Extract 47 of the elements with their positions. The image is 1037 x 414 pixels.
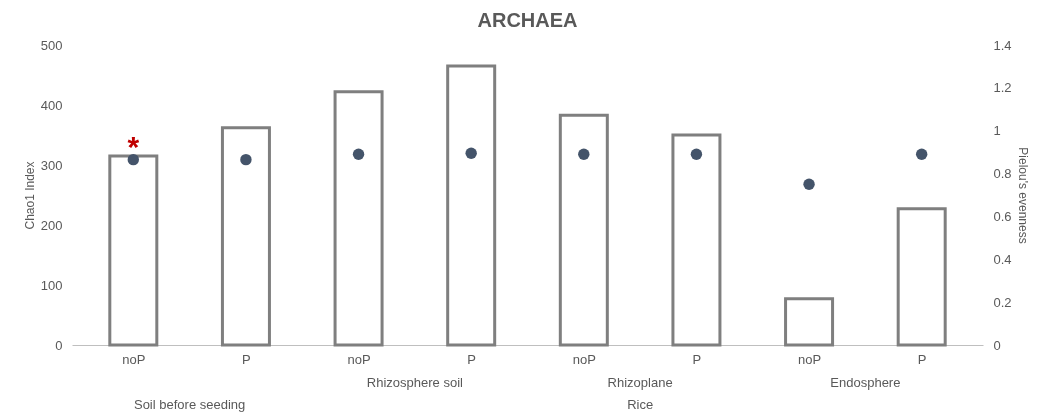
x-tick-label: P xyxy=(242,351,251,367)
text: Rhizoplane xyxy=(607,375,673,390)
bar xyxy=(558,113,609,347)
annotation: * xyxy=(127,130,140,163)
bar xyxy=(446,64,497,347)
bar xyxy=(108,154,159,347)
text: Rhizosphere soil xyxy=(366,375,464,390)
y-tick-label: 300 xyxy=(40,157,63,173)
bar xyxy=(896,207,947,347)
text: Soil before seeding xyxy=(133,397,246,412)
bar xyxy=(671,133,722,347)
bar xyxy=(333,90,384,347)
chart-title: ARCHAEA xyxy=(477,9,578,31)
y-tick-label: 0 xyxy=(55,337,63,353)
text: Endosphere xyxy=(830,375,901,390)
bar xyxy=(220,126,271,347)
x-tick-label: noP xyxy=(347,351,371,367)
y2-tick-label: 1.4 xyxy=(993,37,1012,53)
y2-tick-label: 1.2 xyxy=(993,80,1012,96)
point xyxy=(690,148,703,160)
x-tick-label: noP xyxy=(572,351,596,367)
y2-tick-label: 0.8 xyxy=(993,166,1012,182)
y2-axis-title: Pielou's evenness xyxy=(1015,147,1030,244)
point xyxy=(915,148,928,160)
x-tick-label: noP xyxy=(797,351,822,367)
x-tick-label: noP xyxy=(122,351,146,367)
y-tick-label: 200 xyxy=(40,217,63,233)
y2-tick-label: 1 xyxy=(993,123,1001,139)
y2-tick-label: 0.6 xyxy=(993,208,1012,224)
y-tick-label: 400 xyxy=(40,97,63,113)
y2-tick-label: 0 xyxy=(993,337,1001,353)
text: Rice xyxy=(627,397,654,412)
x-tick-label: P xyxy=(917,351,927,367)
point xyxy=(240,153,252,166)
x-tick-label: P xyxy=(692,351,702,367)
point xyxy=(465,147,477,159)
bar xyxy=(784,297,835,347)
y-axis-title: Chao1 Index xyxy=(22,161,37,230)
point xyxy=(127,153,140,166)
y2-tick-label: 0.2 xyxy=(993,294,1012,310)
y-tick-label: 500 xyxy=(40,37,63,53)
point xyxy=(578,148,590,160)
point xyxy=(352,148,365,160)
x-tick-label: P xyxy=(467,351,477,367)
y-tick-label: 100 xyxy=(40,277,63,293)
y2-tick-label: 0.4 xyxy=(993,251,1012,267)
point xyxy=(803,178,815,190)
